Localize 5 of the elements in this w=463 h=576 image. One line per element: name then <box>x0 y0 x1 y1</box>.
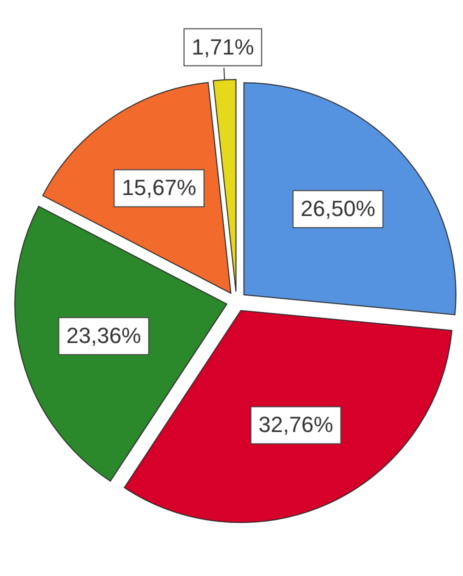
data-label: 23,36% <box>66 323 142 348</box>
data-label: 32,76% <box>258 412 334 438</box>
data-label: 15,67% <box>122 175 196 200</box>
data-label: 26,50% <box>300 196 376 222</box>
data-label: 1,71% <box>192 34 254 60</box>
